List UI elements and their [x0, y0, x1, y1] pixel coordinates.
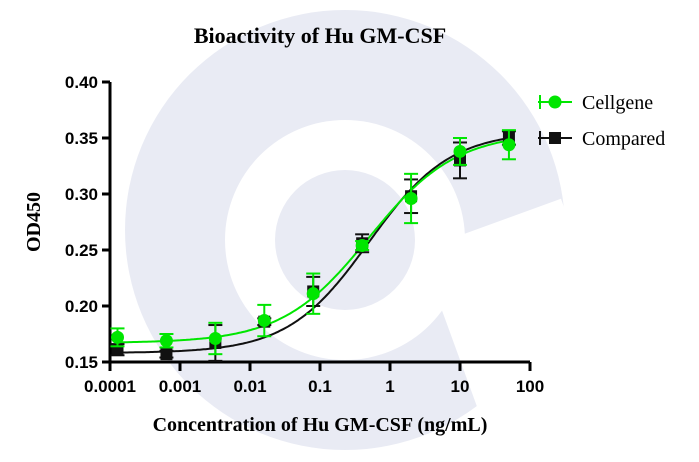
data-point-compared [159, 348, 174, 361]
marker-circle [306, 287, 320, 301]
x-tick-label: 0.001 [159, 377, 202, 396]
data-point-cellgene [306, 272, 321, 315]
y-tick-label: 0.20 [65, 297, 98, 316]
legend: Cellgene Compared [538, 92, 665, 150]
y-tick-label: 0.30 [65, 185, 98, 204]
data-point-cellgene [453, 137, 467, 166]
legend-marker-circle [548, 95, 562, 109]
marker-circle [111, 330, 125, 344]
x-tick-label: 0.01 [233, 377, 266, 396]
x-tick-label: 100 [516, 377, 544, 396]
marker-circle [355, 239, 369, 253]
y-axis-label: OD450 [23, 192, 45, 252]
data-point-cellgene [355, 239, 370, 253]
data-point-cellgene [159, 333, 174, 349]
x-tick-label: 0.1 [308, 377, 332, 396]
legend-marker-square [549, 132, 561, 144]
y-tick-label: 0.25 [65, 241, 98, 260]
x-tick-label: 0.0001 [84, 377, 136, 396]
watermark-logo [125, 10, 630, 450]
y-tick-label: 0.40 [65, 73, 98, 92]
legend-item-cellgene: Cellgene [538, 92, 653, 114]
data-point-cellgene [208, 321, 223, 356]
chart-title: Bioactivity of Hu GM-CSF [194, 23, 446, 48]
x-tick-label: 10 [451, 377, 470, 396]
data-point-cellgene [501, 129, 516, 161]
marker-square [160, 348, 173, 361]
marker-circle [453, 144, 467, 158]
y-tick-label: 0.35 [65, 129, 98, 148]
data-point-cellgene [404, 172, 419, 225]
legend-item-compared: Compared [538, 128, 665, 150]
marker-circle [502, 138, 516, 152]
x-axis-label: Concentration of Hu GM-CSF (ng/mL) [153, 414, 488, 436]
x-tick-label: 1 [385, 377, 394, 396]
data-point-cellgene [257, 303, 272, 338]
y-tick-label: 0.15 [65, 353, 98, 372]
legend-label: Compared [582, 128, 665, 150]
marker-circle [208, 331, 222, 345]
marker-circle [404, 191, 418, 205]
marker-circle [257, 314, 271, 328]
marker-circle [159, 334, 173, 348]
data-point-cellgene [110, 327, 125, 348]
legend-label: Cellgene [582, 92, 653, 114]
